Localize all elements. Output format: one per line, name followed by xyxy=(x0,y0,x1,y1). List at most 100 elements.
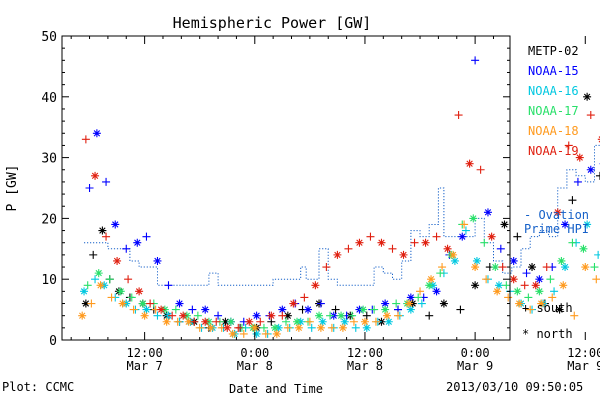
data-point xyxy=(406,305,415,314)
legend-entry: NOAA-17 xyxy=(528,104,579,118)
data-point xyxy=(456,305,465,314)
data-point xyxy=(351,323,360,332)
data-point xyxy=(573,177,582,186)
data-point xyxy=(85,184,94,192)
data-point xyxy=(568,238,577,247)
data-point xyxy=(370,305,379,314)
data-point xyxy=(322,263,331,272)
data-point xyxy=(553,208,562,217)
data-point xyxy=(89,250,98,259)
data-point xyxy=(102,232,111,241)
data-point xyxy=(487,232,496,241)
data-point xyxy=(537,299,546,308)
legend-marker-south: + south xyxy=(522,301,573,315)
data-point xyxy=(581,263,590,272)
data-point xyxy=(188,305,197,314)
data-point xyxy=(520,281,529,290)
data-point xyxy=(524,293,533,302)
data-point xyxy=(81,299,90,308)
data-point xyxy=(458,232,467,241)
data-point xyxy=(443,244,452,253)
data-point xyxy=(438,263,447,272)
data-point xyxy=(579,244,588,253)
data-point xyxy=(153,256,162,265)
data-point xyxy=(349,317,358,326)
data-point xyxy=(338,323,347,332)
data-point xyxy=(559,281,568,290)
y-tick-label: 10 xyxy=(41,273,57,288)
data-point xyxy=(586,111,595,120)
data-point xyxy=(439,299,448,308)
legend-entry: METP-02 xyxy=(528,44,579,58)
x-tick-label-time: 0:00 xyxy=(461,346,490,360)
data-point xyxy=(133,238,142,247)
data-point xyxy=(283,323,292,332)
data-point xyxy=(168,311,177,320)
data-point xyxy=(245,317,254,326)
data-point xyxy=(427,275,436,284)
data-point xyxy=(432,287,441,296)
data-point xyxy=(425,281,434,290)
data-point xyxy=(190,317,199,326)
data-point xyxy=(270,323,279,332)
x-tick-label-time: 12:00 xyxy=(347,346,383,360)
legend-ovation: Prime HPI xyxy=(524,222,589,236)
data-point xyxy=(278,305,287,314)
data-point xyxy=(394,311,402,320)
data-point xyxy=(348,311,357,320)
legend-entry: NOAA-15 xyxy=(528,64,579,78)
data-point xyxy=(425,311,434,320)
data-point xyxy=(575,153,584,162)
footer-plot-credit: Plot: CCMC xyxy=(2,380,75,394)
series-noaa-16 xyxy=(80,220,600,338)
data-point xyxy=(331,305,340,314)
data-point xyxy=(546,275,555,284)
data-point xyxy=(239,329,248,338)
x-tick-label-date: Mar 9 xyxy=(567,359,600,373)
data-point xyxy=(164,281,173,290)
data-point xyxy=(535,275,544,284)
data-point xyxy=(522,269,531,278)
data-point xyxy=(416,287,425,296)
data-point xyxy=(256,317,265,326)
data-point xyxy=(252,311,261,320)
data-point xyxy=(531,281,540,290)
data-point xyxy=(344,244,353,253)
data-point xyxy=(568,196,577,205)
data-point xyxy=(278,311,287,320)
data-point xyxy=(282,317,290,326)
data-point xyxy=(289,299,298,308)
data-point xyxy=(583,220,592,229)
data-point xyxy=(252,329,261,338)
data-point xyxy=(272,329,281,338)
data-point xyxy=(469,214,478,223)
data-point xyxy=(590,263,599,272)
data-point xyxy=(140,311,149,320)
data-point xyxy=(496,244,505,253)
data-point xyxy=(515,299,524,308)
data-point xyxy=(557,256,566,265)
data-point xyxy=(250,323,259,332)
data-point xyxy=(592,275,600,284)
data-point xyxy=(127,293,136,302)
plot-frame xyxy=(61,35,511,341)
data-point xyxy=(193,311,202,320)
data-point xyxy=(570,311,579,320)
data-point xyxy=(561,220,570,229)
y-axis-label: P [GW] xyxy=(5,165,20,212)
data-point xyxy=(228,329,237,338)
data-point xyxy=(509,275,518,284)
data-point xyxy=(509,256,518,265)
data-point xyxy=(153,311,162,320)
data-point xyxy=(78,311,87,320)
data-point xyxy=(366,232,375,241)
x-tick-label-time: 12:00 xyxy=(127,346,163,360)
y-tick-label: 50 xyxy=(41,30,57,45)
y-tick-label: 40 xyxy=(41,91,57,106)
data-point xyxy=(162,317,171,326)
data-point xyxy=(392,299,401,308)
legend-entry: NOAA-16 xyxy=(528,84,579,98)
data-point xyxy=(223,323,232,332)
data-point xyxy=(388,244,397,253)
data-point xyxy=(471,281,480,290)
